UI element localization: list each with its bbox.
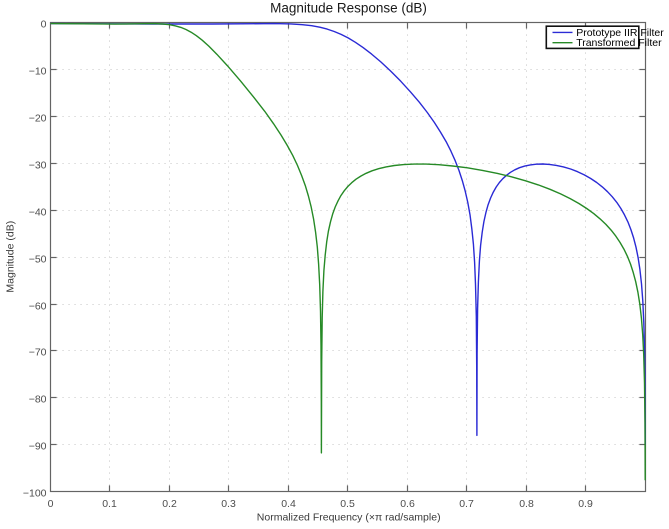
- svg-text:0.6: 0.6: [400, 498, 415, 510]
- svg-text:0.4: 0.4: [281, 498, 296, 510]
- svg-text:−10: −10: [29, 65, 47, 77]
- svg-text:0.1: 0.1: [102, 498, 117, 510]
- svg-text:0.2: 0.2: [162, 498, 177, 510]
- svg-text:0.7: 0.7: [459, 498, 474, 510]
- svg-text:−60: −60: [29, 300, 47, 312]
- svg-text:Magnitude (dB): Magnitude (dB): [5, 221, 17, 293]
- svg-text:−100: −100: [23, 487, 47, 499]
- svg-text:0.5: 0.5: [340, 498, 355, 510]
- svg-text:Normalized Frequency (×π rad/s: Normalized Frequency (×π rad/sample): [257, 511, 441, 523]
- svg-text:−90: −90: [29, 440, 47, 452]
- svg-text:Magnitude Response (dB): Magnitude Response (dB): [270, 0, 427, 15]
- svg-text:Prototype IIR Filter: Prototype IIR Filter: [576, 27, 664, 39]
- svg-text:0: 0: [48, 498, 54, 510]
- svg-text:0.3: 0.3: [221, 498, 236, 510]
- svg-text:0.8: 0.8: [519, 498, 534, 510]
- svg-text:−70: −70: [29, 346, 47, 358]
- svg-text:0: 0: [41, 18, 47, 30]
- svg-text:−50: −50: [29, 253, 47, 265]
- svg-text:−40: −40: [29, 206, 47, 218]
- svg-text:0.9: 0.9: [578, 498, 593, 510]
- svg-text:−20: −20: [29, 112, 47, 124]
- svg-text:−30: −30: [29, 159, 47, 171]
- svg-text:−80: −80: [29, 393, 47, 405]
- svg-text:Transformed Filter: Transformed Filter: [576, 37, 662, 49]
